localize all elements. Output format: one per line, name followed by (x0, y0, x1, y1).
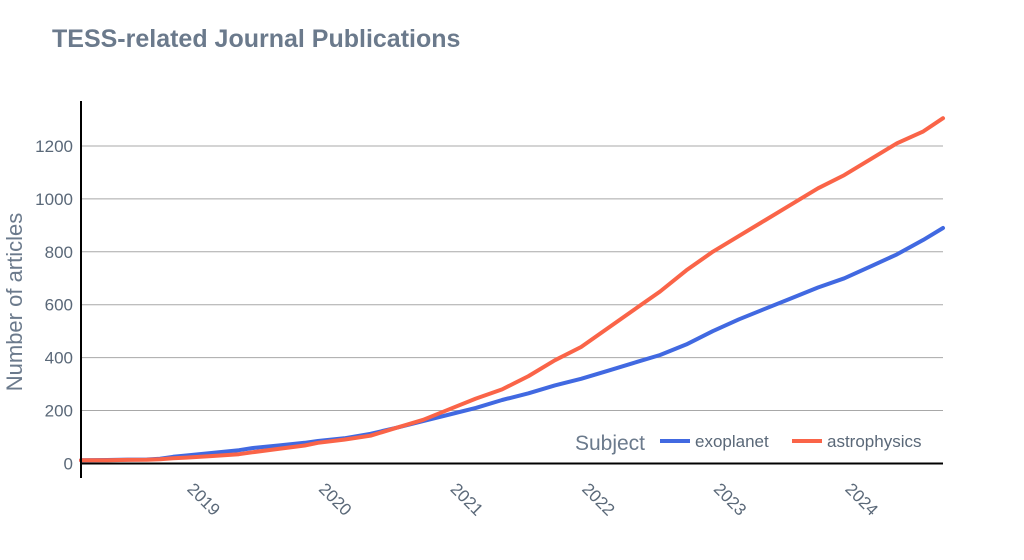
x-tick-label: 2020 (315, 479, 355, 519)
legend-label-astrophysics: astrophysics (827, 432, 921, 451)
y-tick-label: 200 (45, 402, 73, 421)
x-tick-label: 2024 (841, 479, 881, 519)
legend-title: Subject (575, 432, 645, 455)
y-tick-label: 1200 (35, 137, 73, 156)
series-lines (79, 116, 945, 463)
legend: Subject exoplanet astrophysics (575, 432, 922, 455)
gridlines (81, 145, 943, 412)
y-tick-label: 400 (45, 349, 73, 368)
y-tick-label: 600 (45, 296, 73, 315)
legend-items: exoplanet astrophysics (660, 432, 921, 451)
y-tick-label: 1000 (35, 190, 73, 209)
y-axis-title: Number of articles (2, 213, 27, 392)
series-line-exoplanet (79, 226, 945, 463)
x-tick-label: 2022 (578, 479, 618, 519)
x-tick-labels: 2019 2020 2021 2022 2023 2024 (183, 479, 881, 519)
x-tick-label: 2023 (710, 479, 750, 519)
y-tick-labels: 0 200 400 600 800 1000 1200 (35, 137, 73, 473)
chart-title: TESS-related Journal Publications (52, 25, 461, 53)
x-tick-label: 2021 (447, 479, 487, 519)
legend-label-exoplanet: exoplanet (695, 432, 769, 451)
y-tick-label: 0 (64, 454, 73, 473)
x-tick-label: 2019 (183, 479, 223, 519)
y-tick-label: 800 (45, 243, 73, 262)
series-line-astrophysics (79, 116, 945, 463)
